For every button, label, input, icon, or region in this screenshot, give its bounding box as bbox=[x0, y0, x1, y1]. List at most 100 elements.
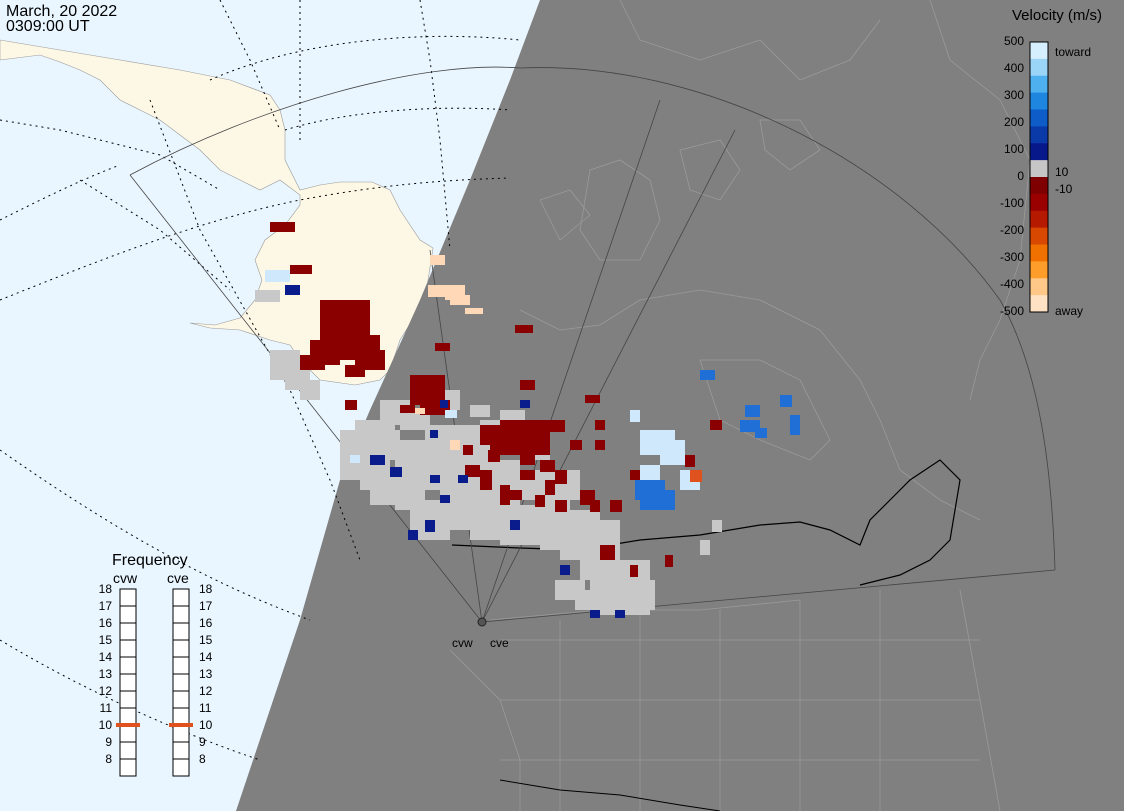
velocity-cell bbox=[445, 410, 457, 418]
velocity-cell bbox=[745, 405, 760, 417]
velocity-cell bbox=[590, 500, 600, 512]
velocity-cell bbox=[585, 395, 600, 403]
colorbar-tick-label: -500 bbox=[1000, 304, 1024, 318]
velocity-cell bbox=[710, 420, 722, 430]
velocity-cell bbox=[560, 565, 570, 575]
velocity-cell bbox=[428, 285, 448, 297]
velocity-cell bbox=[545, 480, 555, 495]
velocity-cell bbox=[520, 400, 530, 408]
colorbar-swatch bbox=[1030, 75, 1048, 94]
velocity-cell bbox=[690, 470, 702, 482]
colorbar-tick-label: 100 bbox=[1004, 142, 1024, 156]
velocity-cell bbox=[665, 555, 673, 567]
velocity-cell bbox=[463, 445, 473, 455]
frequency-scale-label-right: 8 bbox=[199, 752, 206, 766]
frequency-scale-label-right: 10 bbox=[199, 718, 213, 732]
colorbar-swatch bbox=[1030, 109, 1048, 127]
frequency-gauge-cell bbox=[172, 588, 190, 607]
frequency-title: Frequency bbox=[112, 552, 188, 569]
colorbar-tick-label: 200 bbox=[1004, 115, 1024, 129]
colorbar-swatch bbox=[1030, 126, 1048, 144]
colorbar-away-label: away bbox=[1055, 304, 1083, 318]
velocity-cell bbox=[450, 440, 460, 450]
frequency-gauge-cell bbox=[119, 656, 137, 675]
frequency-indicator bbox=[116, 723, 140, 727]
velocity-cell bbox=[425, 520, 435, 532]
frequency-indicator bbox=[169, 723, 193, 727]
frequency-gauge-cell bbox=[119, 673, 137, 692]
velocity-cell bbox=[515, 325, 533, 333]
velocity-cell bbox=[790, 415, 800, 435]
day-land-siberia bbox=[0, 39, 434, 386]
night-region bbox=[236, 0, 1124, 811]
velocity-cell bbox=[408, 530, 418, 540]
frequency-gauge-cell bbox=[119, 605, 137, 624]
radar-label-cvw: cvw bbox=[452, 636, 473, 650]
velocity-cell bbox=[510, 520, 520, 530]
colorbar-toward-label: toward bbox=[1055, 45, 1091, 59]
velocity-cell bbox=[488, 450, 500, 462]
velocity-cell bbox=[555, 500, 567, 512]
velocity-cell bbox=[458, 475, 468, 483]
velocity-cell bbox=[520, 380, 535, 390]
colorbar-pos-threshold: 10 bbox=[1055, 165, 1069, 179]
colorbar-swatch bbox=[1030, 92, 1048, 110]
velocity-cell bbox=[480, 470, 492, 490]
velocity-cell bbox=[520, 455, 535, 465]
frequency-scale-label-left: 13 bbox=[99, 667, 113, 681]
velocity-cell bbox=[640, 465, 660, 480]
frequency-gauge-cell bbox=[172, 741, 190, 760]
velocity-cell bbox=[345, 400, 357, 410]
velocity-cell bbox=[335, 315, 365, 335]
velocity-cell bbox=[510, 490, 522, 500]
velocity-cell bbox=[610, 500, 622, 512]
colorbar-swatch bbox=[1030, 261, 1048, 279]
velocity-cell bbox=[435, 343, 450, 351]
frequency-scale-label-left: 11 bbox=[100, 701, 113, 715]
frequency-scale-label-left: 17 bbox=[99, 599, 113, 613]
frequency-scale-label-left: 15 bbox=[99, 633, 113, 647]
velocity-cell bbox=[300, 355, 325, 370]
velocity-cell bbox=[525, 430, 550, 455]
velocity-cell bbox=[400, 405, 415, 413]
frequency-gauge-cell bbox=[172, 605, 190, 624]
colorbar-ticks: 500 400 300 200 100 0 -100 -200 -300 -400 -500 bbox=[1000, 34, 1024, 318]
velocity-cell bbox=[520, 470, 535, 480]
velocity-cell bbox=[430, 255, 445, 265]
velocity-cell bbox=[630, 410, 640, 422]
velocity-cell bbox=[630, 565, 638, 577]
colorbar-tick-label: 400 bbox=[1004, 61, 1024, 75]
colorbar-swatch bbox=[1030, 58, 1048, 77]
frequency-scale-label-left: 16 bbox=[99, 616, 113, 630]
colorbar-title: Velocity (m/s) bbox=[1012, 7, 1102, 24]
frequency-scale-label-left: 9 bbox=[105, 735, 112, 749]
frequency-gauge-cell bbox=[119, 622, 137, 641]
velocity-cell bbox=[300, 380, 320, 400]
velocity-cell bbox=[265, 270, 290, 282]
frequency-scale-label-left: 18 bbox=[99, 582, 113, 596]
night-coastlines bbox=[449, 0, 1031, 811]
colorbar-swatch bbox=[1030, 42, 1048, 60]
velocity-cell bbox=[470, 405, 490, 417]
velocity-cell bbox=[550, 420, 565, 432]
velocity-cell bbox=[575, 590, 605, 610]
date-label: March, 20 2022 bbox=[6, 3, 117, 20]
frequency-gauge-cell bbox=[119, 724, 137, 743]
frequency-scale-label-right: 16 bbox=[199, 616, 213, 630]
colorbar-swatch bbox=[1030, 295, 1048, 313]
velocity-cell bbox=[712, 520, 722, 532]
frequency-gauge-cell bbox=[172, 639, 190, 658]
velocity-cell bbox=[615, 610, 625, 618]
frequency-gauge-cell bbox=[119, 741, 137, 760]
mexico-border bbox=[499, 779, 721, 811]
velocity-cell bbox=[595, 440, 605, 450]
frequency-gauge-cell bbox=[119, 707, 137, 726]
colorbar-frame bbox=[1029, 41, 1049, 313]
velocity-cell bbox=[600, 520, 620, 540]
frequency-scale-label-right: 9 bbox=[199, 735, 206, 749]
frequency-scale-label-left: 8 bbox=[105, 752, 112, 766]
velocity-cell bbox=[465, 308, 483, 314]
velocity-cell bbox=[555, 470, 567, 484]
colorbar-tick-label: -300 bbox=[1000, 250, 1024, 264]
